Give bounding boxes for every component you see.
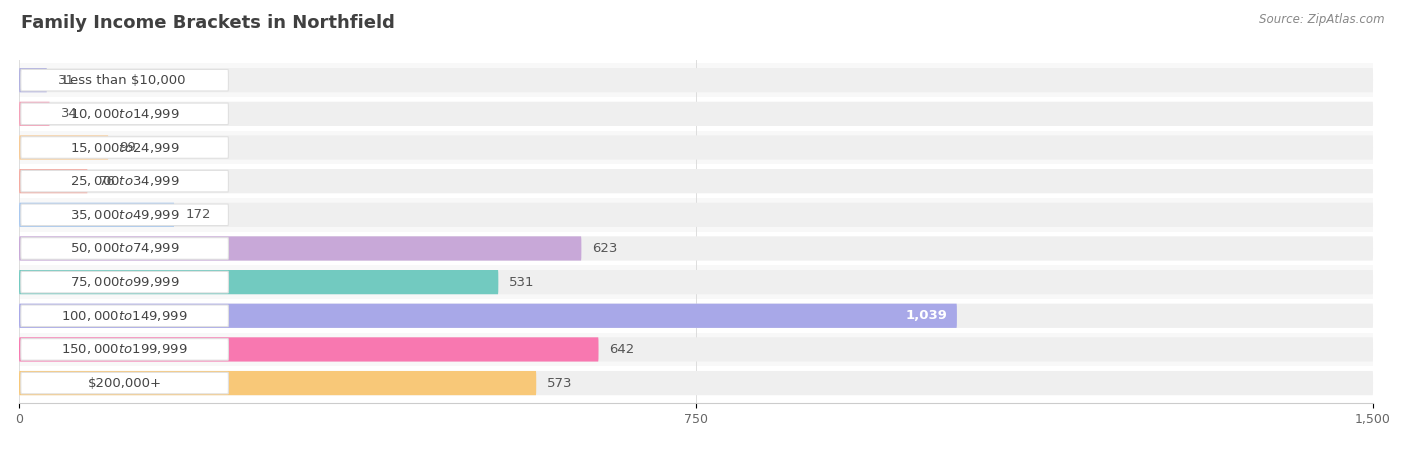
FancyBboxPatch shape xyxy=(21,372,228,394)
Bar xyxy=(20,97,1374,130)
Text: $75,000 to $99,999: $75,000 to $99,999 xyxy=(70,275,180,289)
FancyBboxPatch shape xyxy=(20,202,1374,227)
Bar xyxy=(20,164,1374,198)
Text: Family Income Brackets in Northfield: Family Income Brackets in Northfield xyxy=(21,14,395,32)
Text: 34: 34 xyxy=(60,108,77,120)
Text: $200,000+: $200,000+ xyxy=(87,377,162,390)
FancyBboxPatch shape xyxy=(21,103,228,125)
FancyBboxPatch shape xyxy=(20,371,536,395)
FancyBboxPatch shape xyxy=(21,204,228,225)
Text: $50,000 to $74,999: $50,000 to $74,999 xyxy=(70,242,180,256)
Text: 76: 76 xyxy=(98,175,115,188)
FancyBboxPatch shape xyxy=(21,305,228,327)
Text: $10,000 to $14,999: $10,000 to $14,999 xyxy=(70,107,180,121)
FancyBboxPatch shape xyxy=(20,102,49,126)
FancyBboxPatch shape xyxy=(20,304,1374,328)
FancyBboxPatch shape xyxy=(20,68,1374,92)
FancyBboxPatch shape xyxy=(21,339,228,360)
Text: 172: 172 xyxy=(186,208,211,221)
FancyBboxPatch shape xyxy=(20,102,1374,126)
Text: Less than $10,000: Less than $10,000 xyxy=(63,74,186,87)
Text: 623: 623 xyxy=(592,242,617,255)
Text: 573: 573 xyxy=(547,377,572,390)
Text: $150,000 to $199,999: $150,000 to $199,999 xyxy=(62,342,188,356)
Bar xyxy=(20,130,1374,164)
FancyBboxPatch shape xyxy=(21,137,228,158)
Text: $25,000 to $34,999: $25,000 to $34,999 xyxy=(70,174,180,188)
FancyBboxPatch shape xyxy=(20,135,108,160)
FancyBboxPatch shape xyxy=(20,270,1374,294)
Text: 31: 31 xyxy=(58,74,75,87)
Bar xyxy=(20,232,1374,266)
Text: 99: 99 xyxy=(120,141,136,154)
Text: $15,000 to $24,999: $15,000 to $24,999 xyxy=(70,140,180,154)
FancyBboxPatch shape xyxy=(20,270,498,294)
FancyBboxPatch shape xyxy=(20,169,87,193)
FancyBboxPatch shape xyxy=(20,304,957,328)
FancyBboxPatch shape xyxy=(21,69,228,91)
Text: $100,000 to $149,999: $100,000 to $149,999 xyxy=(62,309,188,323)
Text: 531: 531 xyxy=(509,275,534,288)
FancyBboxPatch shape xyxy=(20,202,174,227)
Text: Source: ZipAtlas.com: Source: ZipAtlas.com xyxy=(1260,14,1385,27)
FancyBboxPatch shape xyxy=(20,338,1374,361)
FancyBboxPatch shape xyxy=(20,135,1374,160)
FancyBboxPatch shape xyxy=(21,171,228,192)
Bar xyxy=(20,198,1374,232)
Bar xyxy=(20,299,1374,333)
FancyBboxPatch shape xyxy=(20,371,1374,395)
FancyBboxPatch shape xyxy=(21,238,228,259)
FancyBboxPatch shape xyxy=(20,236,1374,261)
FancyBboxPatch shape xyxy=(21,271,228,293)
FancyBboxPatch shape xyxy=(20,338,599,361)
Bar xyxy=(20,266,1374,299)
Bar xyxy=(20,63,1374,97)
Text: $35,000 to $49,999: $35,000 to $49,999 xyxy=(70,208,180,222)
Text: 1,039: 1,039 xyxy=(905,309,948,322)
FancyBboxPatch shape xyxy=(20,68,46,92)
Bar xyxy=(20,366,1374,400)
Bar xyxy=(20,333,1374,366)
FancyBboxPatch shape xyxy=(20,169,1374,193)
Text: 642: 642 xyxy=(609,343,634,356)
FancyBboxPatch shape xyxy=(20,236,582,261)
